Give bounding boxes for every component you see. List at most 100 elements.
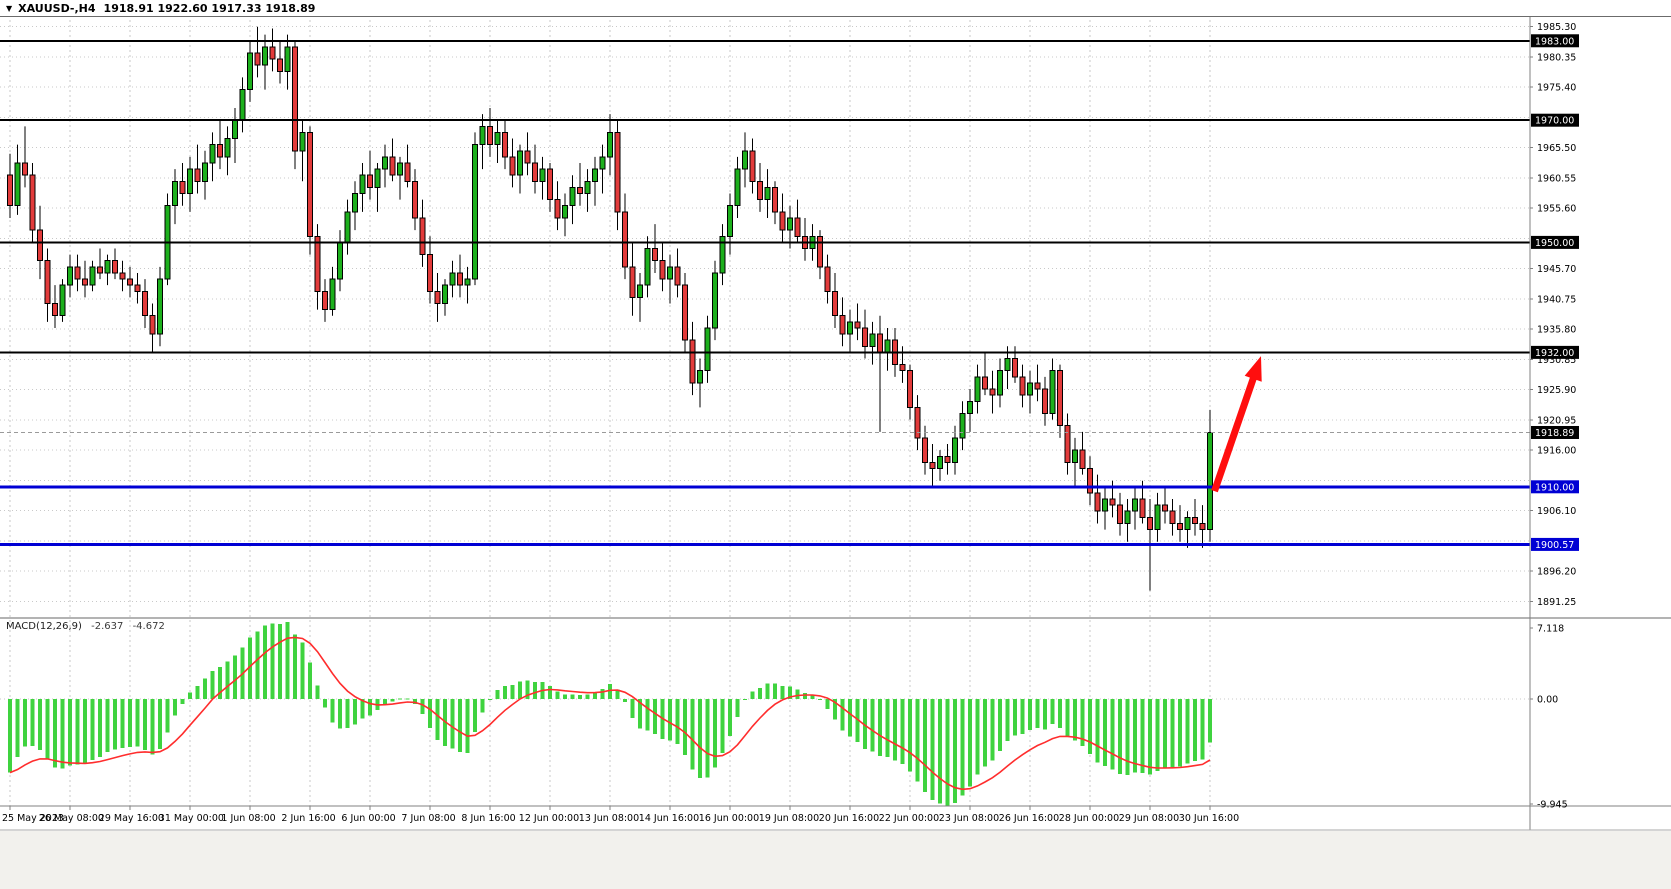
macd-signal-line (9, 636, 1211, 791)
pane-background (0, 831, 1671, 889)
macd-histogram-bar (990, 698, 995, 761)
macd-histogram-bar (930, 698, 935, 801)
grid-layer (0, 20, 1530, 806)
macd-histogram-bar (953, 698, 957, 803)
macd-histogram-bar (855, 698, 860, 743)
time-axis-label: 7 Jun 08:00 (401, 813, 455, 824)
macd-histogram-bar (518, 681, 522, 699)
macd-histogram-bar (1005, 698, 1010, 741)
macd-histogram-bar (788, 686, 792, 699)
macd-histogram-bar (285, 622, 290, 699)
macd-histogram-bar (848, 698, 852, 737)
macd-histogram-bar (1200, 698, 1205, 760)
macd-histogram-bar (548, 685, 552, 699)
macd-histogram-bar (1095, 698, 1100, 763)
macd-histogram-bar (1058, 698, 1062, 728)
macd-histogram-bar (8, 698, 12, 773)
macd-histogram-bar (795, 689, 800, 699)
macd-histogram-bar (675, 698, 680, 744)
macd-axis[interactable]: 7.118 0.00 -9.945 (1530, 624, 1568, 811)
price-scale-label: 1916.00 (1537, 446, 1576, 457)
time-axis-label: 6 Jun 00:00 (341, 813, 395, 824)
macd-histogram-bar (338, 698, 342, 729)
macd-histogram-bar (705, 698, 710, 778)
price-line-label-box (1531, 480, 1579, 494)
time-axis-label: 26 May 08:00 (39, 813, 104, 824)
macd-histogram-bar (758, 687, 762, 699)
macd-histogram-bar (1118, 698, 1122, 774)
macd-histogram-bar (1133, 698, 1137, 773)
macd-histogram-bar (833, 698, 837, 720)
macd-histogram-bar (840, 698, 845, 731)
macd-histogram-bar (600, 689, 605, 699)
macd-histogram-bar (525, 680, 530, 699)
svg-text:1970.00: 1970.00 (1535, 116, 1574, 127)
macd-histogram-bar (105, 698, 110, 752)
macd-histogram-bar (1185, 698, 1190, 764)
macd-histogram-bar (270, 623, 275, 699)
macd-histogram-bar (623, 698, 627, 702)
macd-pane (8, 622, 1212, 806)
macd-histogram-bar (735, 698, 740, 717)
macd-value: -2.637 (91, 621, 124, 632)
time-axis-label: 20 Jun 16:00 (819, 813, 879, 824)
trend-arrow-annotation[interactable] (1211, 356, 1262, 493)
price-line-label-box (1531, 537, 1579, 551)
macd-indicator-name: MACD(12,26,9) (6, 621, 82, 632)
macd-histogram-bar (488, 698, 492, 700)
macd-signal-value: -4.672 (132, 621, 165, 632)
macd-histogram-bar (1148, 698, 1152, 775)
time-axis-label: 23 Jun 08:00 (939, 813, 999, 824)
macd-histogram-bar (615, 689, 620, 699)
macd-scale-label: 0.00 (1537, 694, 1558, 705)
macd-histogram-bar (60, 698, 65, 769)
macd-histogram-bar (810, 694, 815, 699)
macd-histogram-bar (1035, 698, 1040, 728)
macd-histogram-bar (818, 698, 822, 701)
macd-histogram-bar (923, 698, 927, 793)
time-axis-label: 1 Jun 08:00 (221, 813, 275, 824)
macd-histogram-bar (345, 698, 350, 729)
macd-histogram-bar (630, 698, 635, 718)
macd-histogram-bar (555, 691, 560, 699)
macd-histogram-bar (900, 698, 905, 764)
macd-histogram-bar (480, 698, 485, 713)
time-axis-label: 8 Jun 16:00 (461, 813, 515, 824)
macd-histogram-bar (90, 698, 95, 760)
svg-text:1918.89: 1918.89 (1535, 428, 1574, 439)
svg-text:1900.57: 1900.57 (1535, 540, 1574, 551)
macd-histogram-bar (825, 698, 830, 709)
macd-histogram-bar (698, 698, 702, 779)
price-axis[interactable]: 1985.30 1980.35 1975.40 1965.50 1960.55 1955.… (1530, 22, 1579, 608)
macd-histogram-bar (533, 681, 537, 699)
price-scale-label: 1930.85 (1537, 355, 1576, 366)
time-axis-label: 29 Jun 08:00 (1119, 813, 1179, 824)
macd-histogram-bar (323, 698, 327, 708)
price-line-label-box (1531, 113, 1579, 127)
macd-histogram-bar (300, 642, 305, 699)
price-hlines[interactable] (0, 39, 1530, 546)
macd-histogram-bar (773, 683, 777, 699)
time-axis-label: 28 Jun 00:00 (1059, 813, 1119, 824)
price-scale-label: 1945.70 (1537, 264, 1576, 275)
macd-histogram-bar (1043, 698, 1047, 730)
macd-histogram-bar (870, 698, 875, 752)
macd-histogram-bar (743, 698, 747, 700)
macd-histogram-bar (450, 698, 455, 749)
macd-histogram-bar (1140, 698, 1145, 774)
price-scale-label: 1980.35 (1537, 52, 1576, 63)
macd-histogram-bar (263, 625, 267, 699)
macd-histogram-bar (83, 698, 87, 764)
macd-histogram-bar (413, 698, 417, 704)
price-scale-label: 1925.90 (1537, 385, 1576, 396)
macd-histogram-bar (420, 698, 425, 715)
price-scale-label: 1906.10 (1537, 506, 1576, 517)
price-scale-label: 1920.95 (1537, 415, 1576, 426)
macd-histogram-bar (608, 683, 612, 699)
macd-histogram-bar (878, 698, 882, 756)
macd-indicator-label: MACD(12,26,9) -2.637 -4.672 (6, 621, 165, 632)
macd-histogram-bar (135, 698, 140, 747)
symbol-dropdown-icon[interactable]: ▼ (6, 3, 13, 13)
